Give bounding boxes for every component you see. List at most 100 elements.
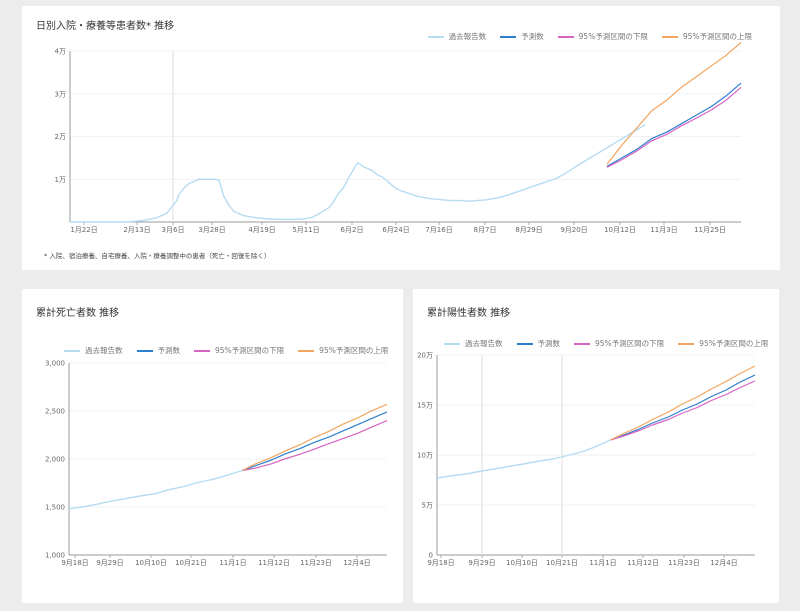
legend-label-upper: 95%予測区間の上限 bbox=[699, 339, 769, 348]
x-tick-label: 11月1日 bbox=[219, 559, 246, 567]
legend-swatch-upper bbox=[661, 35, 678, 38]
x-tick-label: 11月12日 bbox=[627, 559, 659, 567]
legend-label-lower: 95%予測区間の下限 bbox=[578, 32, 648, 41]
legend-label-lower: 95%予測区間の下限 bbox=[215, 346, 285, 355]
x-tick-label: 9月29日 bbox=[468, 559, 495, 567]
x-tick-label: 10月12日 bbox=[604, 226, 636, 234]
legend-swatch-forecast bbox=[500, 35, 517, 38]
x-tick-label: 10月10日 bbox=[506, 559, 538, 567]
legend-swatch-forecast bbox=[516, 342, 533, 345]
y-tick-label: 4万 bbox=[55, 48, 66, 56]
legend-swatch-history bbox=[444, 342, 460, 345]
x-tick-label: 12月4日 bbox=[343, 559, 370, 567]
x-tick-label: 9月29日 bbox=[96, 559, 123, 567]
x-tick-label: 11月23日 bbox=[300, 559, 332, 567]
lower-bound-line bbox=[242, 420, 388, 472]
y-tick-label: 10万 bbox=[417, 452, 433, 460]
x-tick-label: 11月25日 bbox=[694, 226, 726, 234]
y-tick-label: 2,000 bbox=[45, 456, 65, 464]
legend-label-forecast: 予測数 bbox=[157, 346, 181, 355]
cumulative-deaths-legend: 過去報告数 予測数 95%予測区間の下限 95%予測区間の上限 bbox=[64, 345, 388, 356]
y-tick-label: 2,500 bbox=[45, 408, 65, 416]
legend-item-upper[interactable]: 95%予測区間の上限 bbox=[661, 31, 752, 42]
x-tick-label: 9月18日 bbox=[427, 559, 454, 567]
legend-swatch-upper bbox=[678, 342, 695, 345]
cumulative-deaths-title: 累計死亡者数 推移 bbox=[36, 308, 120, 319]
legend-item-forecast[interactable]: 予測数 bbox=[500, 31, 544, 42]
legend-item-history[interactable]: 過去報告数 bbox=[427, 31, 487, 42]
x-tick-label: 11月3日 bbox=[650, 226, 677, 234]
y-tick-label: 15万 bbox=[417, 402, 433, 410]
x-tick-label: 11月1日 bbox=[589, 559, 616, 567]
x-tick-label: 11月12日 bbox=[258, 559, 290, 567]
legend-swatch-history bbox=[64, 349, 80, 352]
upper-bound-line bbox=[606, 41, 742, 165]
history-line bbox=[68, 469, 243, 510]
daily-patients-title: 日別入院・療養等患者数* 推移 bbox=[36, 21, 175, 32]
y-tick-label: 3万 bbox=[55, 90, 66, 98]
x-tick-label: 7月16日 bbox=[425, 226, 452, 234]
legend-label-lower: 95%予測区間の下限 bbox=[595, 339, 665, 348]
legend-swatch-lower bbox=[557, 35, 574, 38]
history-line bbox=[436, 439, 611, 479]
daily-patients-legend: 過去報告数 予測数 95%予測区間の下限 95%予測区間の上限 bbox=[414, 31, 752, 42]
x-tick-label: 8月29日 bbox=[515, 226, 542, 234]
y-tick-label: 1,000 bbox=[45, 552, 65, 560]
legend-item-lower[interactable]: 95%予測区間の下限 bbox=[574, 338, 664, 349]
x-tick-label: 9月18日 bbox=[61, 559, 88, 567]
x-tick-label: 10月21日 bbox=[546, 559, 578, 567]
legend-label-history: 過去報告数 bbox=[465, 339, 503, 348]
legend-label-history: 過去報告数 bbox=[85, 346, 123, 355]
x-tick-label: 1月22日 bbox=[70, 226, 97, 234]
lower-bound-line bbox=[606, 86, 742, 168]
lower-bound-line bbox=[610, 380, 756, 441]
legend-label-forecast: 予測数 bbox=[521, 32, 544, 41]
y-tick-label: 5万 bbox=[422, 502, 433, 510]
y-tick-label: 1,500 bbox=[45, 504, 65, 512]
upper-bound-line bbox=[242, 403, 388, 472]
legend-swatch-lower bbox=[574, 342, 590, 345]
cumulative-positives-title: 累計陽性者数 推移 bbox=[427, 308, 511, 319]
x-tick-label: 2月13日 bbox=[123, 226, 150, 234]
legend-item-history[interactable]: 過去報告数 bbox=[444, 338, 503, 349]
x-tick-label: 6月2日 bbox=[341, 226, 364, 234]
history-line bbox=[70, 123, 646, 223]
legend-item-forecast[interactable]: 予測数 bbox=[136, 345, 181, 356]
legend-swatch-forecast bbox=[136, 349, 153, 352]
x-tick-label: 4月19日 bbox=[248, 226, 275, 234]
x-tick-label: 9月20日 bbox=[560, 226, 587, 234]
x-tick-label: 10月10日 bbox=[135, 559, 167, 567]
legend-swatch-upper bbox=[298, 349, 315, 352]
daily-patients-footnote: * 入院、宿泊療養、自宅療養、入院・療養調整中の患者（死亡・回復を除く） bbox=[44, 252, 271, 260]
legend-item-lower[interactable]: 95%予測区間の下限 bbox=[194, 345, 284, 356]
legend-item-forecast[interactable]: 予測数 bbox=[516, 338, 561, 349]
legend-label-forecast: 予測数 bbox=[537, 339, 561, 348]
x-tick-label: 3月28日 bbox=[198, 226, 225, 234]
x-tick-label: 6月24日 bbox=[382, 226, 409, 234]
y-tick-label: 0 bbox=[429, 552, 433, 560]
x-tick-label: 8月7日 bbox=[474, 226, 497, 234]
legend-item-upper[interactable]: 95%予測区間の上限 bbox=[678, 338, 768, 349]
legend-label-upper: 95%予測区間の上限 bbox=[682, 32, 752, 41]
y-tick-label: 2万 bbox=[55, 133, 66, 141]
forecast-line bbox=[242, 411, 388, 472]
legend-item-upper[interactable]: 95%予測区間の上限 bbox=[298, 345, 388, 356]
legend-label-upper: 95%予測区間の上限 bbox=[319, 346, 389, 355]
x-tick-label: 12月4日 bbox=[710, 559, 737, 567]
x-tick-label: 11月23日 bbox=[668, 559, 700, 567]
cumulative-deaths-card: 累計死亡者数 推移 過去報告数 予測数 95%予測区間の下限 95%予測区間の上… bbox=[22, 289, 403, 603]
y-tick-label: 20万 bbox=[417, 352, 433, 360]
legend-label-history: 過去報告数 bbox=[448, 32, 487, 41]
legend-item-lower[interactable]: 95%予測区間の下限 bbox=[557, 31, 648, 42]
legend-item-history[interactable]: 過去報告数 bbox=[64, 345, 123, 356]
legend-swatch-lower bbox=[194, 349, 210, 352]
x-tick-label: 3月6日 bbox=[162, 226, 185, 234]
cumulative-positives-legend: 過去報告数 予測数 95%予測区間の下限 95%予測区間の上限 bbox=[444, 338, 768, 349]
y-tick-label: 1万 bbox=[55, 176, 66, 184]
upper-bound-line bbox=[610, 365, 756, 441]
forecast-line bbox=[606, 82, 742, 167]
y-tick-label: 3,000 bbox=[45, 360, 65, 368]
